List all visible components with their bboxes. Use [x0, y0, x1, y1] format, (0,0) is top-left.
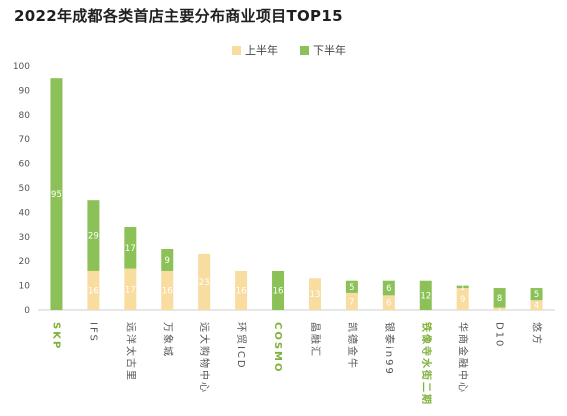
y-tick-label: 80	[19, 111, 31, 121]
legend-swatch-h1	[232, 45, 241, 55]
bar-h2	[419, 280, 432, 310]
legend-label-h1: 上半年	[245, 44, 278, 57]
data-label-h2: 12	[420, 291, 431, 301]
legend-label-h2: 下半年	[313, 44, 346, 57]
data-label-h1: 16	[236, 286, 247, 296]
data-label-h2: 1	[460, 283, 465, 293]
data-label-h1: 4	[534, 301, 539, 311]
data-label-h1: 7	[349, 297, 354, 307]
bar-h2	[124, 227, 137, 269]
x-category-label: 远洋太古里	[124, 322, 137, 382]
x-category-label: 晶融汇	[309, 322, 322, 358]
x-category-label: 万象城	[161, 322, 173, 358]
y-tick-label: 30	[19, 233, 31, 243]
data-label-h1: 6	[386, 299, 391, 309]
bar-h1	[456, 288, 469, 310]
bar-h2	[456, 285, 469, 289]
x-category-label: D10	[494, 322, 505, 348]
data-label-h2: 95	[51, 190, 62, 200]
data-label-h2: 5	[534, 290, 539, 300]
bar-h1	[198, 253, 211, 310]
bar-h1	[530, 300, 543, 310]
y-tick-label: 20	[19, 257, 31, 267]
x-axis: SKP IFS 远洋太古里 万象城 远大购物中心 环贸ICD COSMO 晶融汇 凯德金牛 银泰i…	[50, 322, 543, 406]
bar-h1	[161, 270, 174, 310]
legend-swatch-h2	[300, 45, 309, 55]
y-tick-label: 10	[19, 282, 31, 292]
data-label-h2: 8	[497, 294, 502, 304]
y-tick-label: 70	[19, 135, 31, 145]
legend-item-h1: 上半年	[232, 42, 278, 58]
bar-h1	[345, 292, 358, 310]
data-label-h1: 23	[199, 278, 210, 288]
data-label-h1: 13	[310, 290, 321, 300]
data-label-h2: 6	[386, 284, 391, 294]
y-tick-label: 40	[19, 208, 31, 218]
bar-h2	[50, 78, 63, 310]
legend-item-h2: 下半年	[300, 42, 346, 58]
data-label-h1: 16	[162, 286, 173, 296]
y-tick-label: 0	[24, 306, 30, 316]
bar-h1	[493, 307, 506, 310]
bar-h2	[161, 249, 174, 271]
data-label-h2: 9	[165, 256, 170, 266]
bar-h2	[345, 280, 358, 293]
data-label-h1: 9	[460, 295, 465, 305]
x-category-label: COSMO	[272, 322, 283, 374]
bar-h1	[308, 278, 321, 310]
y-tick-label: 90	[19, 86, 31, 96]
chart-title: 2022年成都各类首店主要分布商业项目TOP15	[14, 7, 343, 25]
data-label-h1: 16	[88, 286, 99, 296]
y-tick-label: 100	[13, 62, 30, 72]
bar-h2	[493, 288, 506, 308]
data-label-h2: 16	[273, 286, 284, 296]
x-category-label: 铁像寺水街二期	[420, 322, 433, 406]
bar-h2	[87, 200, 100, 271]
chart-legend: 上半年 下半年	[232, 42, 346, 58]
data-label-h2: 17	[125, 244, 136, 254]
x-category-label: 环贸ICD	[235, 322, 247, 370]
x-category-label: 远大购物中心	[198, 322, 211, 394]
bar-h2	[272, 270, 285, 310]
x-category-label: SKP	[50, 322, 61, 350]
bar-h1	[235, 270, 248, 310]
x-category-label: 银泰in99	[383, 322, 396, 376]
bar-h1	[87, 270, 100, 310]
x-category-label: 华商金融中心	[457, 322, 470, 394]
data-label-h2: 5	[349, 283, 354, 293]
x-category-label: IFS	[87, 322, 98, 343]
bar-h1	[382, 295, 395, 310]
data-label-h1: 1	[497, 305, 502, 315]
bar-h1	[124, 268, 137, 310]
bar-h2	[530, 288, 543, 301]
data-label-h2: 29	[88, 232, 99, 242]
data-label-h1: 17	[125, 285, 136, 295]
x-category-label: 悠方	[531, 322, 544, 346]
x-category-label: 凯德金牛	[346, 322, 359, 370]
bar-h2	[382, 280, 395, 296]
y-tick-label: 50	[19, 184, 31, 194]
y-tick-label: 60	[19, 160, 31, 170]
y-axis: 0 10 20 30 40 50 60 70 80 90 100	[13, 62, 555, 316]
